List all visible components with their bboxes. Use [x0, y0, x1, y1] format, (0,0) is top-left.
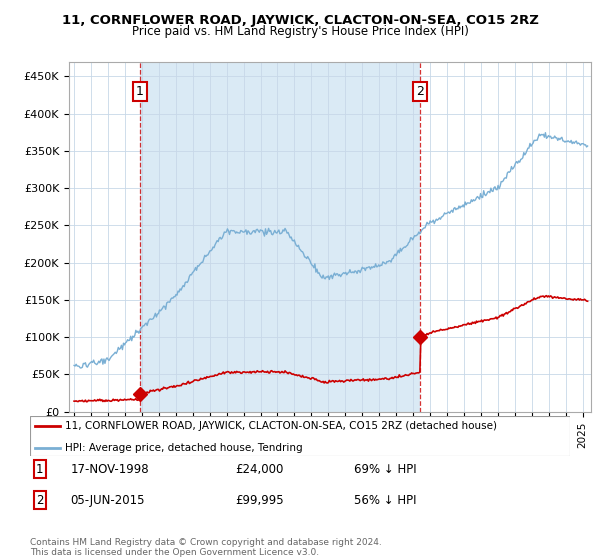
Text: 17-NOV-1998: 17-NOV-1998 — [71, 463, 149, 476]
Text: 56% ↓ HPI: 56% ↓ HPI — [354, 494, 416, 507]
Text: 2: 2 — [36, 494, 43, 507]
Text: £99,995: £99,995 — [235, 494, 284, 507]
Text: 69% ↓ HPI: 69% ↓ HPI — [354, 463, 416, 476]
Text: Price paid vs. HM Land Registry's House Price Index (HPI): Price paid vs. HM Land Registry's House … — [131, 25, 469, 38]
Text: Contains HM Land Registry data © Crown copyright and database right 2024.
This d: Contains HM Land Registry data © Crown c… — [30, 538, 382, 557]
Bar — [140, 62, 421, 412]
Text: 1: 1 — [136, 85, 144, 98]
Text: 2: 2 — [416, 85, 424, 98]
Text: 05-JUN-2015: 05-JUN-2015 — [71, 494, 145, 507]
Text: 1: 1 — [36, 463, 43, 476]
Text: £24,000: £24,000 — [235, 463, 284, 476]
Text: HPI: Average price, detached house, Tendring: HPI: Average price, detached house, Tend… — [65, 442, 303, 452]
Text: 11, CORNFLOWER ROAD, JAYWICK, CLACTON-ON-SEA, CO15 2RZ (detached house): 11, CORNFLOWER ROAD, JAYWICK, CLACTON-ON… — [65, 421, 497, 431]
Text: 11, CORNFLOWER ROAD, JAYWICK, CLACTON-ON-SEA, CO15 2RZ: 11, CORNFLOWER ROAD, JAYWICK, CLACTON-ON… — [62, 14, 538, 27]
